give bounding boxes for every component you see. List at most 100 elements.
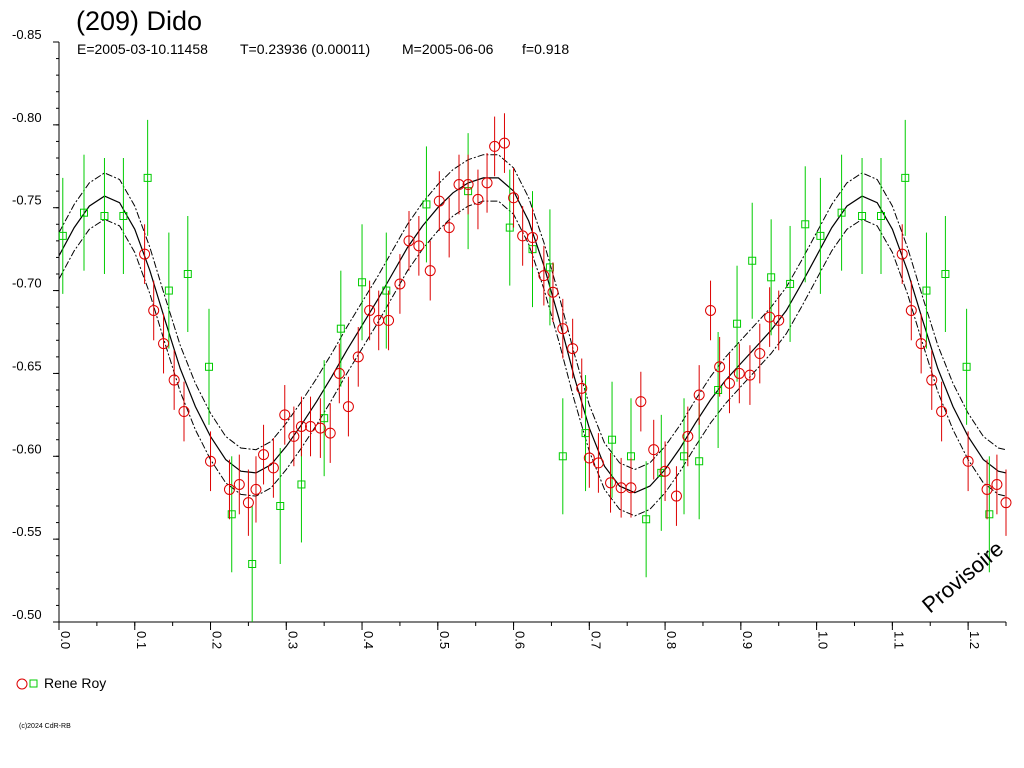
x-tick-label: 0.6 <box>513 631 528 649</box>
x-tick-label: 1.2 <box>967 631 982 649</box>
y-tick-label: -0.75 <box>12 193 42 208</box>
data-point-square <box>205 362 214 371</box>
data-point-square <box>336 324 345 333</box>
data-point-circle <box>443 222 455 234</box>
x-tick-label: 1.0 <box>816 631 831 649</box>
fit-curve-upper <box>58 154 1007 471</box>
data-point-square <box>558 452 567 461</box>
x-tick-label: 0.5 <box>437 631 452 649</box>
data-point-circle <box>413 240 425 252</box>
data-point-circle <box>258 449 270 461</box>
data-point-circle <box>659 465 671 477</box>
legend-square-icon <box>29 679 38 688</box>
data-point-circle <box>744 369 756 381</box>
data-point-square <box>276 502 285 510</box>
data-point-circle <box>481 177 493 189</box>
data-point-circle <box>567 343 579 355</box>
data-point-square <box>297 480 306 489</box>
data-point-circle <box>364 304 376 316</box>
data-point-circle <box>498 137 510 149</box>
data-point-circle <box>233 478 245 490</box>
data-point-circle <box>424 265 436 277</box>
data-point-circle <box>158 338 170 350</box>
y-tick-label: -0.60 <box>12 441 42 456</box>
data-point-circle <box>342 401 354 413</box>
data-point-circle <box>723 377 735 389</box>
data-point-circle <box>635 396 647 408</box>
x-tick-label: 0.2 <box>210 631 225 649</box>
y-tick-label: -0.80 <box>12 110 42 125</box>
data-point-circle <box>472 193 484 205</box>
data-point-square <box>248 560 257 568</box>
data-point-square <box>58 231 67 240</box>
data-point-circle <box>205 455 217 467</box>
data-point-square <box>80 208 89 217</box>
data-point-circle <box>625 482 637 494</box>
y-tick-label: -0.55 <box>12 524 42 539</box>
fit-curve <box>58 177 1007 494</box>
data-point-circle <box>267 462 279 474</box>
data-point-circle <box>1000 497 1012 509</box>
data-point-circle <box>242 497 254 509</box>
data-point-square <box>119 212 128 220</box>
y-tick-label: -0.85 <box>12 27 42 42</box>
data-point-circle <box>693 389 705 401</box>
data-point-circle <box>250 483 262 495</box>
data-point-circle <box>333 367 345 379</box>
watermark-text: Provisoire <box>917 536 1008 618</box>
data-point-circle <box>178 406 190 418</box>
data-point-circle <box>279 409 291 421</box>
data-point-square <box>183 270 192 278</box>
data-point-square <box>695 457 704 466</box>
data-point-circle <box>462 179 474 191</box>
epoch-text: E=2005-03-10.11458 <box>77 41 208 57</box>
data-point-square <box>382 286 391 295</box>
data-point-circle <box>936 406 948 418</box>
data-point-circle <box>754 348 766 360</box>
data-point-circle <box>508 192 520 204</box>
data-point-square <box>985 510 994 519</box>
data-point-square <box>767 273 776 282</box>
x-tick-label: 0.4 <box>361 631 376 649</box>
data-point-circle <box>403 235 415 247</box>
data-point-circle <box>324 427 336 439</box>
x-tick-label: 0.3 <box>285 631 300 649</box>
data-point-circle <box>527 232 538 244</box>
legend-circle-icon <box>16 678 28 690</box>
data-point-circle <box>583 452 595 464</box>
data-point-circle <box>733 367 745 379</box>
data-point-square <box>608 435 617 444</box>
data-point-square <box>922 286 931 295</box>
data-point-circle <box>394 278 406 290</box>
data-point-circle <box>295 420 307 432</box>
data-point-circle <box>352 351 364 363</box>
y-tick-label: -0.65 <box>12 358 42 373</box>
data-point-circle <box>714 361 726 373</box>
data-point-circle <box>670 490 682 502</box>
axes: -0.85 -0.80 -0.75 -0.70 -0.65 -0.60 -0.55 -0.50… <box>12 27 1007 649</box>
period-text: T=0.23936 (0.00011) <box>240 41 370 57</box>
data-point-circle <box>148 304 160 316</box>
data-point-square <box>733 319 742 328</box>
data-point-square <box>801 220 810 229</box>
series-circles <box>139 113 1012 536</box>
x-tick-label: 0.8 <box>664 631 679 649</box>
fit-curve-lower <box>58 200 1007 517</box>
copyright-text: (c)2024 CdR-RB <box>19 723 71 730</box>
data-point-circle <box>489 140 501 152</box>
data-point-circle <box>705 304 717 316</box>
data-point-circle <box>605 477 617 489</box>
data-point-square <box>748 256 757 265</box>
data-point-square <box>714 386 723 394</box>
data-point-square <box>876 212 885 220</box>
data-point-square <box>858 212 867 220</box>
data-point-circle <box>926 374 938 386</box>
data-point-square <box>143 173 152 182</box>
data-point-square <box>837 208 846 217</box>
data-point-square <box>962 362 971 371</box>
x-tick-label: 1.1 <box>891 631 906 649</box>
data-point-circle <box>648 444 660 456</box>
data-point-circle <box>962 455 974 467</box>
data-point-square <box>422 200 431 209</box>
